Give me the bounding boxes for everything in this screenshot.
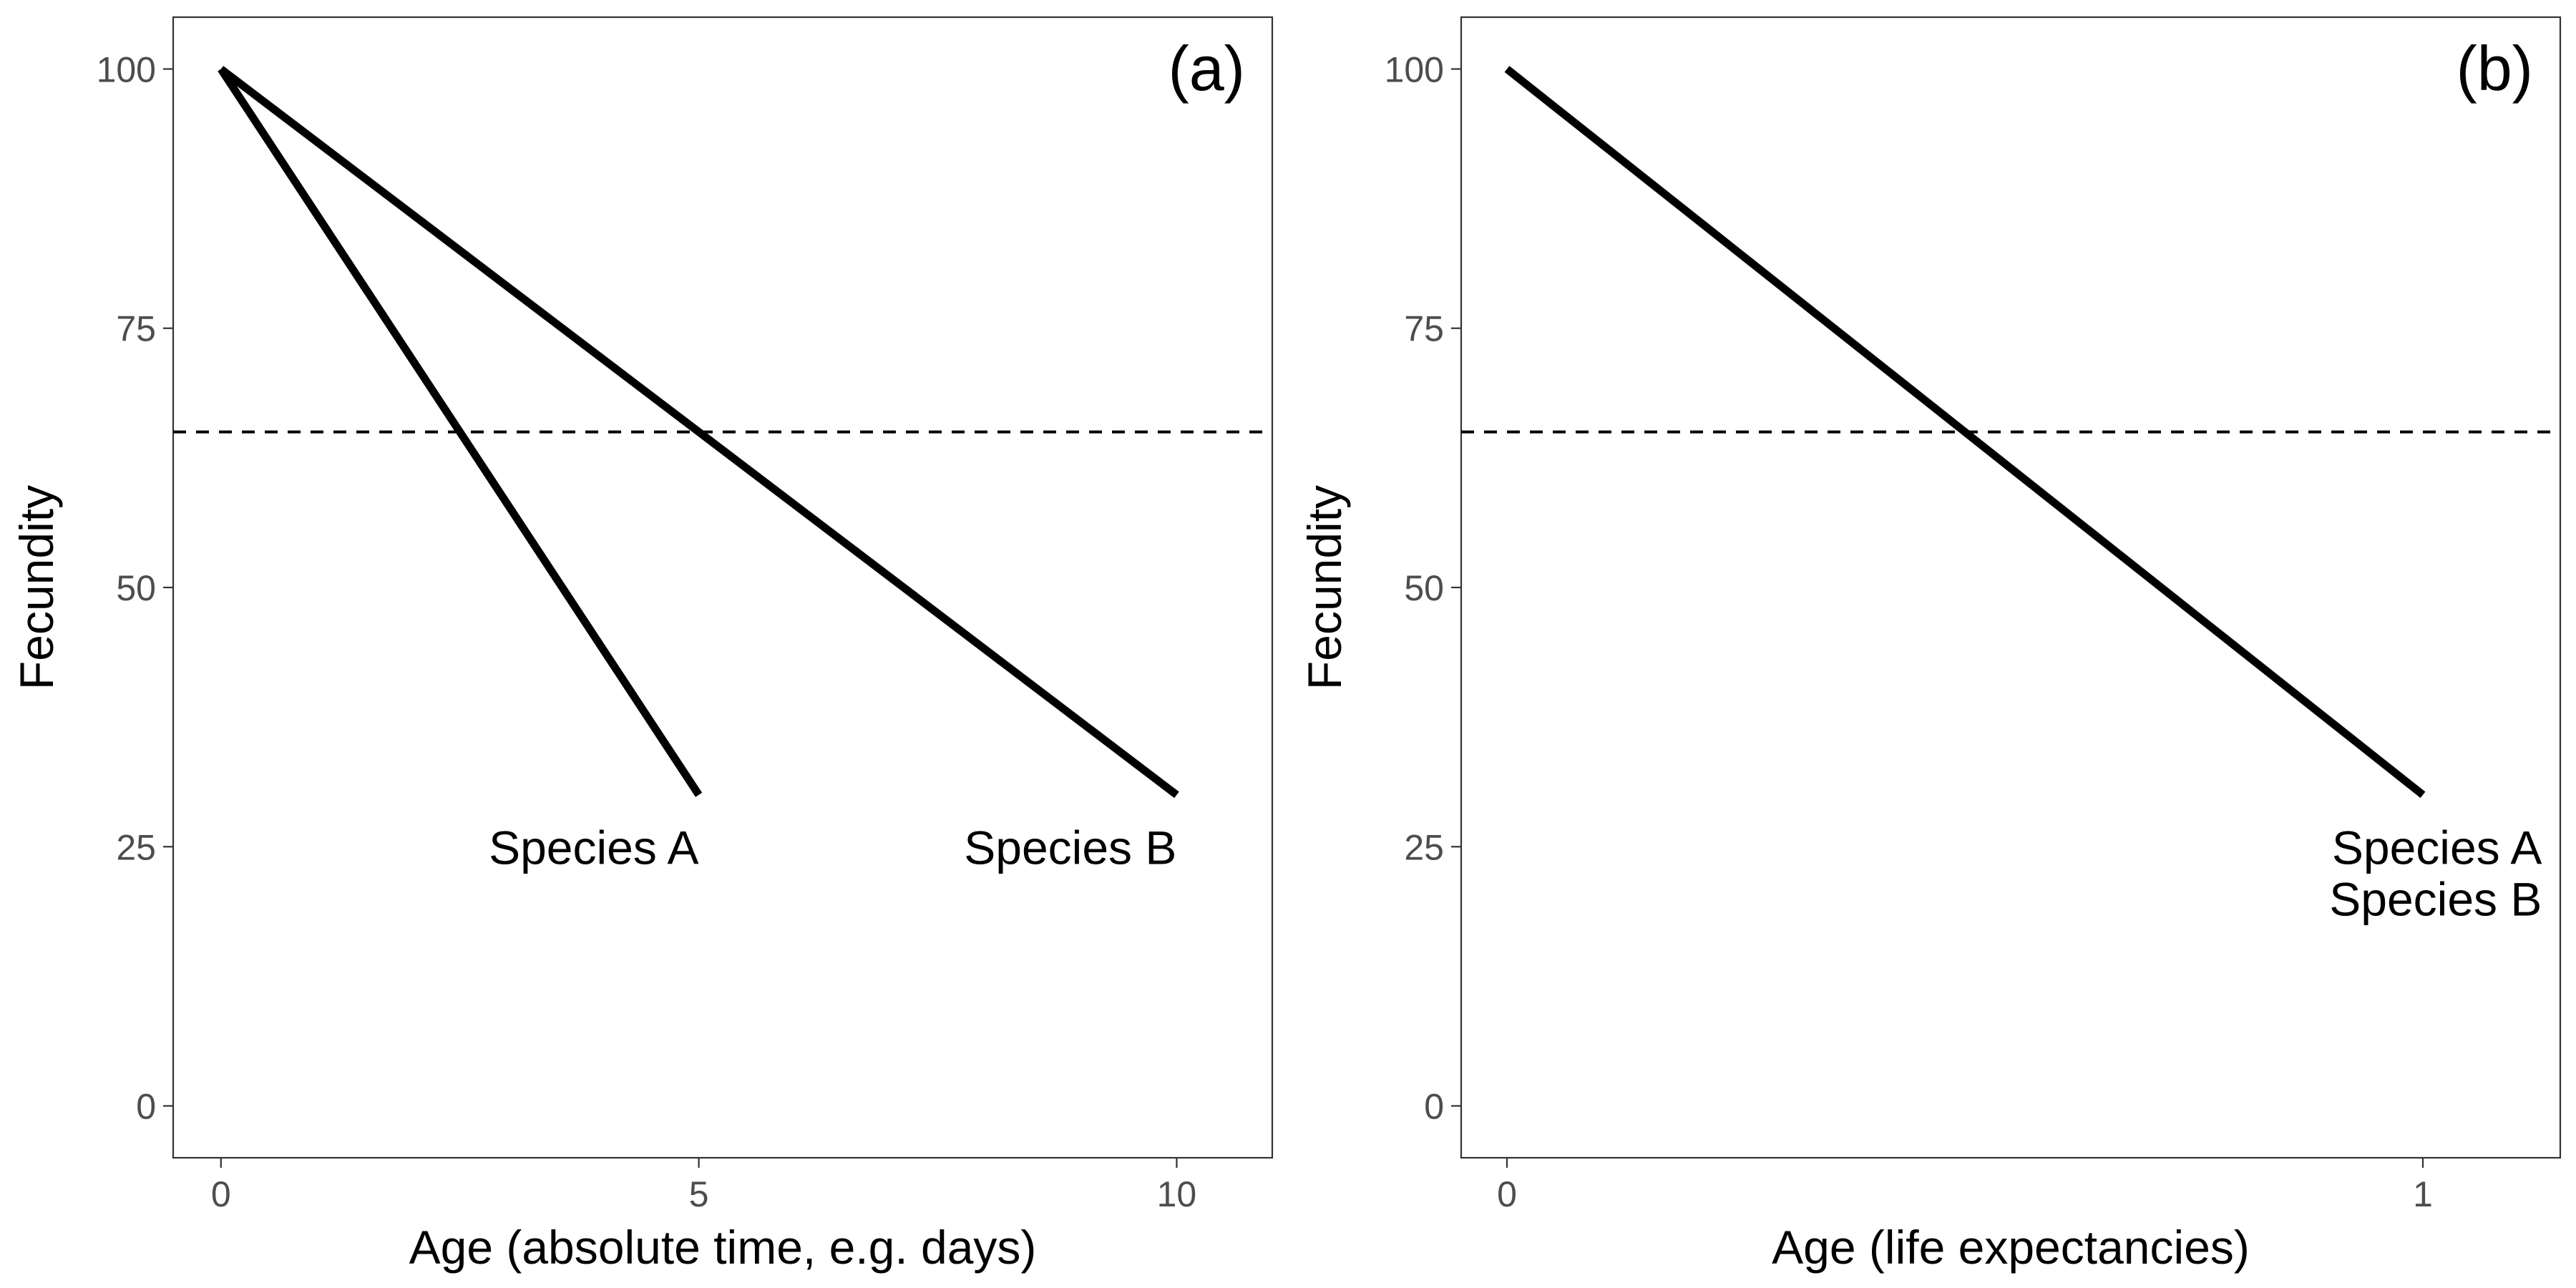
panel-b-tag: (b) <box>2456 33 2533 104</box>
panel-b-y-tick-label: 100 <box>1385 49 1444 89</box>
panel-a-frame <box>172 16 1274 1159</box>
panel-a: 0 25 50 75 100 0 5 10 Species A Species B (a) Age (… <box>10 16 1274 1274</box>
panel-a-x-tick-label: 5 <box>689 1174 709 1214</box>
panel-a-series-line-2 <box>218 66 1179 799</box>
panel-a-y-tick-label: 0 <box>136 1087 156 1127</box>
panel-b-x-tick-label: 0 <box>1497 1174 1517 1214</box>
panel-a-series-label: Species B <box>964 821 1176 874</box>
panel-b-y-tick-label: 0 <box>1424 1087 1444 1127</box>
panel-b-series-label: Species B <box>2329 873 2542 926</box>
panel-a-x-axis-title: Age (absolute time, e.g. days) <box>409 1221 1037 1274</box>
panel-b-y-tick-label: 50 <box>1404 568 1444 608</box>
panel-b-x-tick-label: 1 <box>2413 1174 2433 1214</box>
panel-b-y-axis-title: Fecundity <box>1298 485 1351 690</box>
panel-a-y-axis-title: Fecundity <box>10 485 63 690</box>
panel-b-frame <box>1460 16 2562 1159</box>
panel-a-x-tick-label: 10 <box>1157 1174 1197 1214</box>
panel-b-y-tick-label: 75 <box>1404 309 1444 349</box>
panel-a-series-line-1 <box>218 67 703 797</box>
panel-b-x-axis-title: Age (life expectancies) <box>1772 1221 2250 1274</box>
panel-b-y-tick-label: 25 <box>1404 827 1444 867</box>
panel-a-y-tick-label: 75 <box>116 309 156 349</box>
panel-b-series-label: Species A <box>2332 821 2542 874</box>
panel-a-series-label: Species A <box>489 821 699 874</box>
panel-a-y-tick-label: 50 <box>116 568 156 608</box>
panel-a-x-tick-label: 0 <box>211 1174 231 1214</box>
panel-a-tag: (a) <box>1168 33 1245 104</box>
panel-b-series-line-1 <box>1504 66 2426 799</box>
panel-a-y-tick-label: 25 <box>116 827 156 867</box>
panel-a-y-tick-label: 100 <box>97 49 156 89</box>
